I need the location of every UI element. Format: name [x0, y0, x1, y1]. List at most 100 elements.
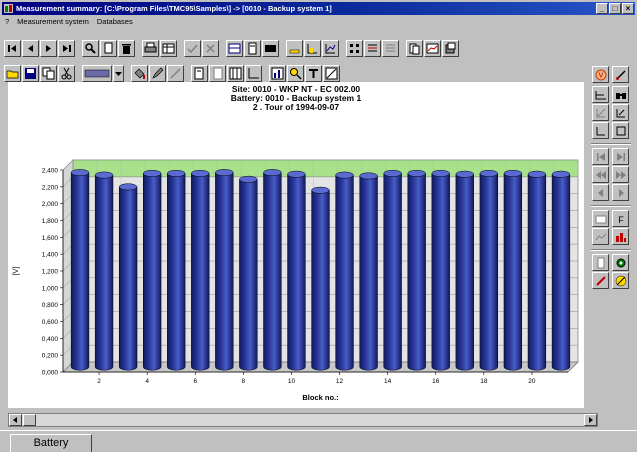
axes-button[interactable] [592, 86, 609, 103]
tools-button[interactable] [592, 272, 609, 289]
color-picker[interactable] [82, 64, 112, 82]
menu-databases[interactable]: Databases [96, 17, 133, 26]
font-button[interactable]: F [612, 210, 629, 227]
bar-16 [431, 173, 450, 371]
export-icon [445, 42, 456, 53]
angle-button[interactable] [592, 104, 609, 121]
settings-button[interactable] [612, 254, 629, 271]
bar-4 [143, 173, 162, 371]
tree-icon [350, 43, 359, 53]
chart-high-button[interactable] [322, 39, 339, 57]
tree-button[interactable] [346, 39, 363, 57]
bar-top-20 [527, 170, 547, 178]
export-button[interactable] [442, 39, 459, 57]
first-icon [596, 152, 605, 161]
delete-icon [122, 43, 131, 54]
v-button[interactable]: V [592, 66, 609, 83]
chart-mid-button[interactable] [304, 39, 321, 57]
frame-right-button[interactable] [612, 122, 629, 139]
grid-button[interactable] [226, 39, 243, 57]
minimize-button[interactable]: _ [596, 3, 608, 14]
color-dropdown-button[interactable] [113, 64, 124, 82]
menu-help[interactable]: ? [5, 17, 10, 26]
pointer-button[interactable] [592, 254, 609, 271]
text-button[interactable] [305, 64, 322, 82]
delete-button[interactable] [118, 39, 135, 57]
line-button[interactable] [592, 228, 609, 245]
grid-off-icon [248, 67, 259, 78]
bar-top-8 [239, 175, 258, 183]
print-button[interactable] [142, 39, 159, 57]
prev-page-button[interactable] [592, 166, 609, 183]
search-button[interactable] [82, 39, 99, 57]
table-button[interactable] [160, 39, 177, 57]
next-page-button[interactable] [612, 166, 629, 183]
document-button[interactable] [406, 39, 423, 57]
title-bar[interactable]: Measurement summary: [C:\Program Files\T… [2, 2, 635, 15]
svg-text:V: V [598, 72, 603, 79]
check-button[interactable] [184, 39, 201, 57]
scroll-thumb[interactable] [23, 414, 36, 426]
menu-measurement-system[interactable]: Measurement system [17, 17, 89, 26]
palette-button[interactable] [612, 272, 629, 289]
cancel-button[interactable] [202, 39, 219, 57]
bar-top-3 [118, 183, 138, 191]
last-page-button[interactable] [612, 148, 629, 165]
brush-button[interactable] [612, 66, 629, 83]
y-tick-label: 1,800 [42, 218, 59, 225]
marker-icon [152, 67, 164, 79]
left-icon [597, 188, 603, 197]
chart-settings-button[interactable] [269, 64, 286, 82]
page-right-button[interactable] [209, 64, 226, 82]
wedge-button[interactable] [612, 104, 629, 121]
bar-19 [503, 173, 523, 371]
copy-button[interactable] [40, 64, 57, 82]
next-button[interactable] [40, 39, 57, 57]
scroll-left-button[interactable] [9, 414, 22, 426]
list2-button[interactable] [382, 39, 399, 57]
cut-button[interactable] [58, 64, 75, 82]
zoom-tool-button[interactable] [592, 210, 609, 227]
axis-button[interactable] [323, 64, 340, 82]
pen-button[interactable] [167, 64, 184, 82]
last-button[interactable] [58, 39, 75, 57]
tab-battery[interactable]: Battery [10, 434, 92, 452]
fill-button[interactable] [131, 64, 148, 82]
scroll-right-button[interactable] [584, 414, 597, 426]
x-tick-label: 6 [193, 378, 197, 385]
list-button[interactable] [364, 39, 381, 57]
bar-9 [263, 172, 282, 371]
page-left-button[interactable] [191, 64, 208, 82]
bar-10 [287, 174, 306, 371]
ext-button[interactable] [262, 39, 279, 57]
new-document-button[interactable] [100, 39, 117, 57]
left-button[interactable] [592, 184, 609, 201]
y-tick-label: 0,400 [42, 336, 59, 343]
zoom-button[interactable] [287, 64, 304, 82]
bar-top-13 [359, 172, 378, 180]
maximize-button[interactable]: □ [609, 3, 621, 14]
bar-2 [94, 174, 114, 371]
open-button[interactable] [4, 64, 21, 82]
grid-on-button[interactable] [227, 64, 244, 82]
bar-button[interactable] [612, 228, 629, 245]
page-button[interactable] [244, 39, 261, 57]
first-page-button[interactable] [592, 148, 609, 165]
bar-1 [70, 172, 90, 371]
chart-title-site: Site: 0010 - WKP NT - EC 002.00 [231, 84, 361, 94]
binoculars-button[interactable] [612, 86, 629, 103]
marker-button[interactable] [149, 64, 166, 82]
right-button[interactable] [612, 184, 629, 201]
grid-off-button[interactable] [245, 64, 262, 82]
previous-button[interactable] [22, 39, 39, 57]
chart-mid-icon [307, 43, 317, 53]
chart-low-button[interactable] [286, 39, 303, 57]
bar-top-18 [479, 169, 498, 177]
close-button[interactable]: × [622, 3, 634, 14]
graph-button[interactable] [424, 39, 441, 57]
frame-left-button[interactable] [592, 122, 609, 139]
svg-text:F: F [618, 215, 624, 225]
horizontal-scrollbar[interactable] [8, 413, 598, 427]
save-button[interactable] [22, 64, 39, 82]
first-button[interactable] [4, 39, 21, 57]
